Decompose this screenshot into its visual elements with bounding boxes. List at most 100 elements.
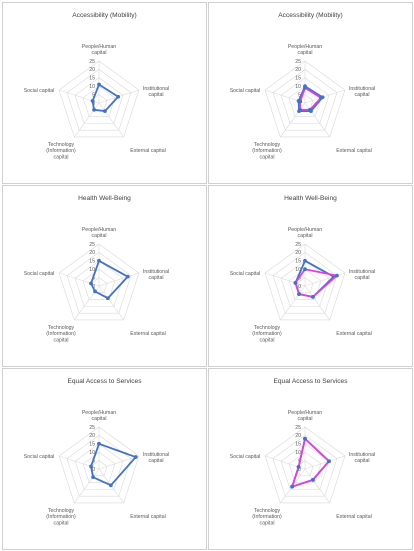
axis-label: Technology (Information) capital [252,325,282,343]
grid-ring [280,77,330,124]
data-point [293,280,298,285]
series-line [299,86,322,111]
data-point [303,85,307,90]
series-line [90,259,129,300]
axis-spoke [264,272,306,287]
data-point [303,258,307,263]
axis-label: People/Human capital [82,227,116,239]
grid-ring [296,277,314,294]
series-line [291,437,330,488]
tick-label: 5 [298,92,301,98]
data-point [108,483,113,488]
grid-ring [272,69,338,131]
grid-ring [264,243,346,321]
grid-ring [66,252,132,314]
grid-ring [264,426,346,504]
grid-ring [288,268,322,300]
tick-label: 15 [295,76,301,82]
series-line [91,83,120,113]
axis-label: Institutional capital [349,86,375,98]
radar-panel: Health Well-Being 0 5 10 15 20 25 People/Human c… [208,185,413,367]
axis-spoke [98,272,140,287]
radar-panel: Equal Access to Services 0 5 10 15 20 25 People… [208,368,413,550]
axis-label: External capital [130,148,165,154]
axis-spoke [304,285,330,321]
data-point [89,464,93,469]
grid-ring [66,69,132,131]
radar-panel: Health Well-Being 0 5 10 15 20 25 People/Human c… [2,185,207,367]
chart-title: Health Well-Being [284,195,337,202]
chart-title: Health Well-Being [78,195,131,202]
tick-label: 25 [89,59,95,65]
data-point [133,455,138,459]
tick-label: 10 [295,450,301,456]
axis-label: Institutional capital [349,269,375,281]
data-point [90,99,95,103]
chart-title: Equal Access to Services [273,378,348,385]
radar-panel: Accessibility (Mobility) 0 5 10 15 20 25 People… [208,2,413,184]
axis-label: External capital [336,514,371,520]
axis-label: Institutional capital [143,86,169,98]
axis-spoke [98,285,124,321]
axis-label: Technology (Information) capital [46,325,76,343]
grid-ring [66,435,132,497]
tick-label: 20 [89,433,95,439]
tick-label: 25 [89,425,95,431]
axis-spoke [98,102,124,138]
tick-label: 20 [295,67,301,73]
grid-ring [280,260,330,307]
data-point [303,267,307,272]
axis-label: Social capital [24,454,55,460]
data-point [93,289,97,294]
grid-ring [58,243,140,321]
tick-label: 5 [92,92,95,98]
grid-ring [264,60,346,138]
data-point [327,459,331,464]
series-line [294,268,338,298]
axis-label: People/Human capital [288,227,322,239]
chart-title: Equal Access to Services [67,378,142,385]
series-line [90,442,137,487]
axis-label: Institutional capital [143,269,169,281]
grid-ring [74,77,124,124]
data-point [91,475,95,480]
tick-label: 15 [89,76,95,82]
tick-label: 20 [89,250,95,256]
grid-ring [272,435,338,497]
grid-ring [272,252,338,314]
radar-panel: Equal Access to Services 0 5 10 15 20 25 People… [2,368,207,550]
axis-spoke [98,455,140,470]
data-point [116,94,121,99]
tick-label: 0 [298,467,301,473]
axis-label: External capital [336,331,371,337]
data-point [298,107,302,112]
data-point [290,484,295,489]
grid-ring [74,260,124,307]
axis-spoke [304,468,330,504]
data-point [310,294,315,299]
data-point [97,441,101,446]
data-point [97,82,101,87]
tick-label: 20 [89,67,95,73]
tick-label: 10 [295,84,301,90]
axis-label: Social capital [230,88,261,94]
axis-label: Institutional capital [349,452,375,464]
tick-label: 15 [89,442,95,448]
data-point [105,296,110,301]
data-point [125,274,130,279]
data-point [298,99,303,104]
radar-panel: Accessibility (Mobility) 0 5 10 15 20 25 People… [2,2,207,184]
axis-spoke [74,468,100,504]
tick-label: 25 [295,425,301,431]
tick-label: 0 [298,284,301,290]
tick-label: 20 [295,433,301,439]
tick-label: 15 [295,259,301,265]
grid-ring [58,426,140,504]
axis-spoke [304,455,346,470]
